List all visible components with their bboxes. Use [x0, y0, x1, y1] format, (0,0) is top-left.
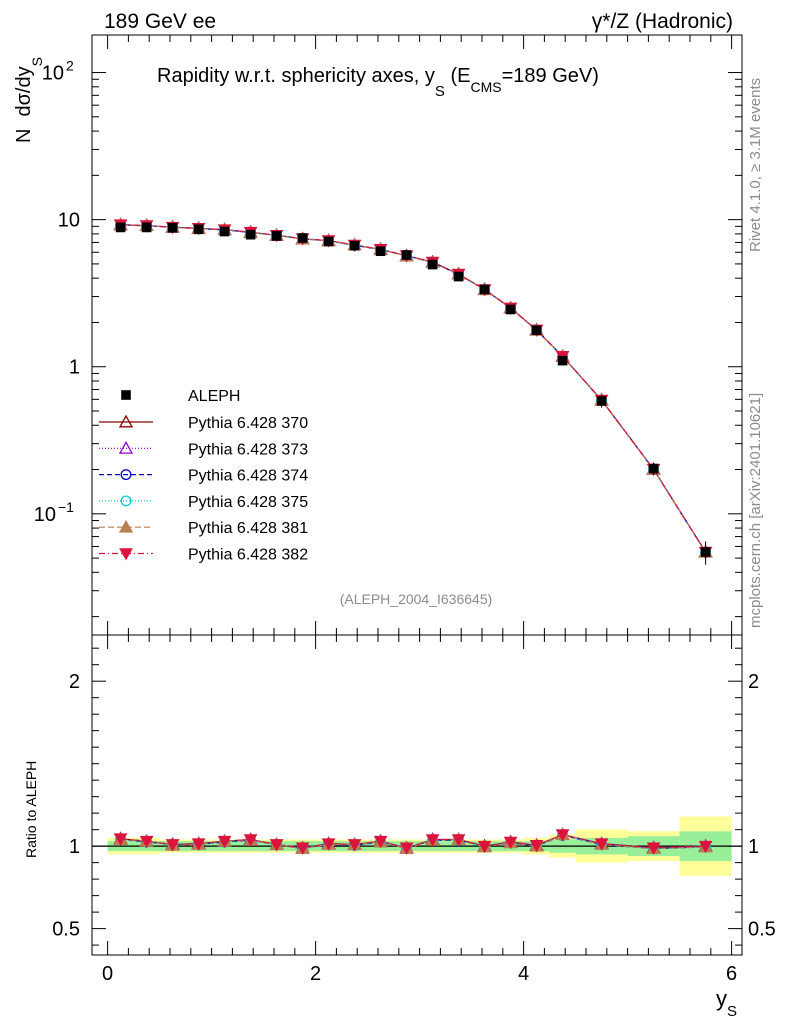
data-point: [401, 250, 412, 260]
ratio-marker: [243, 834, 258, 847]
plot-title: Rapidity w.r.t. sphericity axes, yS (ECM…: [157, 65, 599, 100]
y-tick-label: 10: [58, 210, 80, 232]
data-point: [479, 284, 490, 295]
data-point: [427, 259, 438, 270]
header-left: 189 GeV ee: [104, 10, 216, 33]
data-point: [323, 236, 334, 247]
ratio-marker: [139, 835, 154, 849]
ratio-y-tick-label-right: 0.5: [748, 919, 776, 941]
legend-data-marker: [121, 390, 131, 400]
legend-label: Pythia 6.428 381: [188, 520, 308, 537]
data-point: [297, 233, 308, 243]
data-points: [115, 222, 711, 565]
mcplots-label: mcplots.cern.ch [arXiv:2401.10621]: [747, 393, 764, 628]
legend-marker: [119, 548, 133, 561]
legend-marker: [120, 495, 132, 507]
data-point: [531, 325, 542, 336]
ratio-y-tick-label: 1: [69, 836, 80, 858]
legend-label: Pythia 6.428 373: [188, 441, 308, 458]
data-point: [167, 223, 178, 233]
y-tick-label: 10: [42, 63, 64, 85]
ratio-marker: [295, 842, 310, 855]
analysis-watermark: (ALEPH_2004_I636645): [340, 591, 493, 607]
ratio-y-tick-label: 0.5: [52, 919, 80, 941]
data-point: [505, 304, 516, 315]
legend-marker: [118, 440, 134, 454]
ratio-marker: [269, 839, 284, 852]
legend-label: Pythia 6.428 370: [188, 415, 308, 432]
data-point: [141, 222, 152, 233]
data-point: [375, 246, 386, 257]
ratio-curves: [113, 827, 713, 855]
ratio-marker: [347, 839, 362, 852]
x-tick-label: 2: [310, 963, 321, 985]
ratio-marker: [555, 829, 570, 842]
ratio-marker: [165, 839, 180, 852]
ratio-marker: [646, 842, 661, 855]
legend-data-label: ALEPH: [188, 388, 240, 405]
ratio-marker: [191, 838, 206, 851]
y-tick-exponent: −1: [58, 499, 74, 515]
ratio-y-tick-label: 2: [69, 671, 80, 693]
data-point: [219, 226, 230, 237]
data-point: [271, 231, 282, 241]
ratio-plot-frame: [91, 634, 743, 956]
data-point: [115, 222, 126, 233]
ratio-y-tick-label-right: 2: [748, 671, 759, 693]
x-tick-label: 0: [102, 963, 113, 985]
rivet-version-label: Rivet 4.1.0, ≥ 3.1M events: [747, 78, 764, 252]
ratio-marker: [373, 835, 388, 849]
ratio-y-tick-label-right: 1: [748, 836, 759, 858]
ratio-marker: [529, 840, 544, 853]
y-tick-exponent: 2: [66, 58, 74, 74]
ratio-marker: [217, 835, 232, 849]
ratio-marker: [321, 838, 336, 851]
y-tick-label: 10: [34, 504, 56, 526]
data-point: [557, 355, 568, 366]
data-point: [193, 224, 204, 235]
data-point: [648, 463, 659, 474]
data-point: [596, 396, 607, 406]
y-axis-label: Ndσ/dyS: [13, 57, 45, 143]
data-point: [453, 271, 464, 282]
main-plot-frame: [91, 34, 743, 636]
x-tick-label: 4: [518, 963, 529, 985]
x-tick-label: 6: [726, 963, 737, 985]
ratio-marker: [425, 834, 440, 847]
legend-label: Pythia 6.428 382: [188, 547, 308, 564]
ratio-marker: [477, 840, 492, 854]
legend-marker: [118, 414, 134, 428]
ratio-marker: [698, 840, 713, 854]
legend: ALEPH Pythia 6.428 370 Pythia 6.428 373 Pyt…: [99, 388, 308, 564]
ratio-marker: [399, 842, 414, 855]
ratio-marker: [594, 838, 609, 851]
y-tick-label: 1: [69, 357, 80, 379]
legend-label: Pythia 6.428 375: [188, 494, 308, 511]
legend-label: Pythia 6.428 374: [188, 468, 308, 485]
data-point: [349, 240, 360, 251]
ratio-marker: [113, 833, 128, 846]
legend-marker: [118, 519, 134, 533]
legend-marker: [120, 469, 132, 481]
ratio-marker: [451, 834, 466, 847]
data-point: [700, 547, 711, 557]
ratio-marker: [503, 836, 518, 850]
data-point: [245, 229, 256, 240]
header-right: γ*/Z (Hadronic): [592, 10, 733, 33]
ratio-y-axis-label: Ratio to ALEPH: [23, 761, 39, 858]
x-axis-label: yS: [716, 986, 737, 1020]
ratio-uncertainty-bands: [92, 816, 742, 876]
